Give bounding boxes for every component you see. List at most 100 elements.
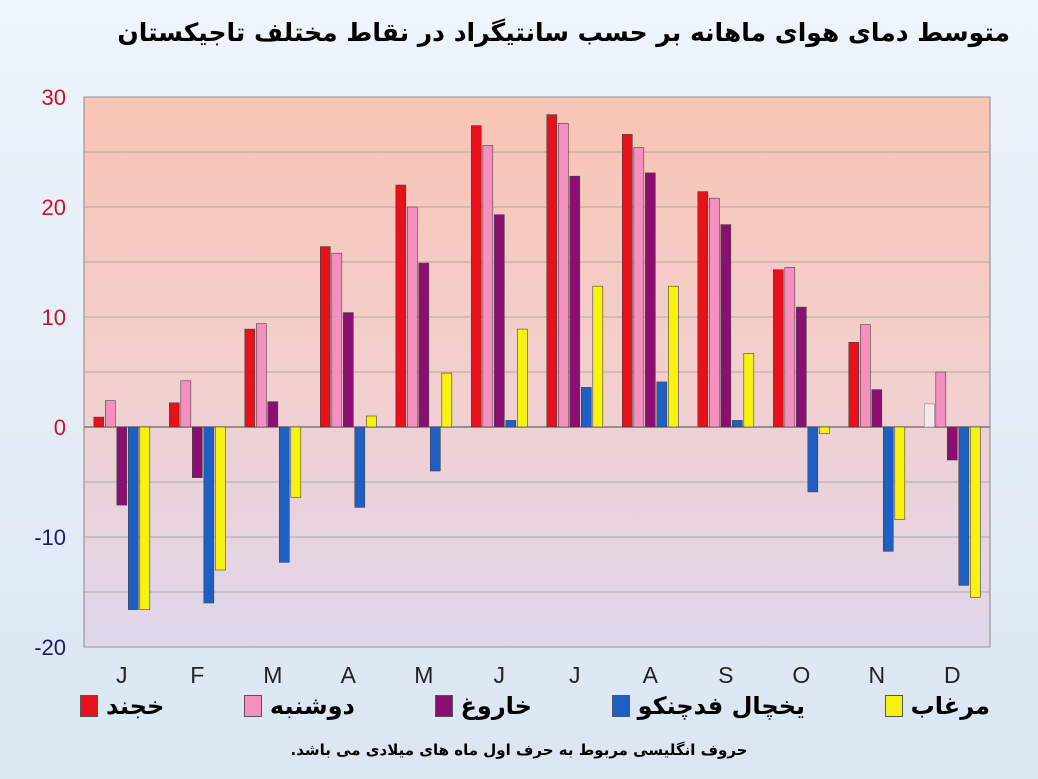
x-tick-label: O (792, 662, 810, 688)
bar (958, 426, 970, 586)
bars (93, 114, 981, 610)
y-tick-label: 0 (54, 415, 66, 440)
bar (592, 285, 604, 428)
bar (894, 426, 906, 520)
bar (772, 269, 784, 428)
legend-label: خجند (106, 692, 165, 720)
bar (656, 381, 668, 428)
bar-chart: 30 20 10 0 -10 -20 J F M A M J J A S O N D (34, 85, 991, 688)
bar (697, 191, 709, 428)
bar (807, 426, 819, 493)
x-tick-label: J (569, 662, 581, 688)
bar (923, 403, 935, 428)
bar (395, 184, 407, 428)
legend-label: یخچال فدچنکو (637, 692, 806, 720)
y-axis-ticks: 30 20 10 0 -10 -20 (34, 85, 66, 660)
x-tick-label: M (414, 662, 433, 688)
bar (946, 426, 958, 461)
legend-label: مرغاب (910, 692, 990, 720)
legend-item: مرغاب (884, 692, 990, 720)
bar (720, 224, 732, 428)
bar (354, 426, 366, 508)
bar (935, 371, 947, 428)
bar (731, 420, 743, 428)
y-tick-label: 30 (42, 85, 66, 110)
x-tick-label: S (718, 662, 733, 688)
x-tick-label: A (643, 662, 659, 688)
bar (278, 426, 290, 563)
x-tick-label: A (341, 662, 357, 688)
bar (429, 426, 441, 472)
x-tick-label: M (263, 662, 282, 688)
bar (319, 246, 331, 428)
bar (93, 416, 105, 428)
bar (192, 426, 203, 478)
legend-item: خاروغ (434, 692, 532, 720)
bar (267, 401, 279, 428)
bar (882, 426, 894, 552)
bar (406, 206, 418, 428)
bar (505, 420, 517, 428)
x-tick-label: D (944, 662, 961, 688)
legend-item: یخچال فدچنکو (611, 692, 806, 720)
x-tick-label: F (190, 662, 204, 688)
bar (644, 172, 656, 428)
legend-label: دوشنبه (269, 692, 355, 720)
legend-swatch (884, 695, 903, 717)
legend-swatch (611, 695, 630, 717)
legend-swatch (434, 695, 453, 717)
bar (470, 125, 482, 428)
bar (105, 400, 116, 428)
bar (331, 252, 343, 428)
legend-label: خاروغ (460, 692, 532, 720)
bar (795, 306, 807, 428)
bar (871, 389, 883, 428)
bar (784, 267, 796, 428)
bar (708, 197, 720, 428)
bar (859, 324, 871, 428)
bar (580, 387, 592, 428)
bar (969, 426, 981, 598)
y-tick-label: 20 (42, 195, 66, 220)
legend-item: خجند (80, 692, 164, 720)
x-tick-label: N (868, 662, 885, 688)
bar (516, 328, 528, 428)
bar (203, 426, 215, 604)
bar (244, 328, 256, 428)
chart-title: متوسط دمای هوای ماهانه بر حسب سانتیگراد … (117, 18, 1010, 47)
grid-lines (84, 96, 990, 648)
bar (418, 262, 430, 428)
bar (441, 372, 453, 428)
x-tick-label: J (116, 662, 128, 688)
bar (169, 402, 180, 428)
bar (743, 352, 755, 428)
bar (116, 426, 128, 506)
legend-swatch (243, 695, 262, 717)
bar (546, 114, 558, 428)
bar (633, 147, 645, 428)
bar (180, 380, 192, 428)
legend: خجند دوشنبه خاروغ یخچال فدچنکو مرغاب (80, 692, 990, 720)
bar (569, 175, 581, 428)
bar (342, 312, 354, 428)
legend-item: دوشنبه (243, 692, 355, 720)
bar (621, 134, 633, 428)
bar (255, 323, 267, 428)
legend-swatch (80, 695, 98, 717)
bar (493, 214, 505, 428)
x-tick-label: J (494, 662, 506, 688)
bar (667, 285, 679, 428)
bar (365, 415, 377, 428)
bar (818, 426, 830, 434)
bar (482, 145, 494, 428)
y-tick-label: 10 (42, 305, 66, 330)
bar (848, 341, 860, 428)
bar (215, 426, 226, 571)
footnote: حروف انگلیسی مربوط به حرف اول ماه های می… (290, 741, 748, 759)
bar (290, 426, 302, 498)
y-tick-label: -10 (34, 525, 66, 550)
bar (139, 426, 151, 610)
bar (557, 123, 569, 428)
bar (128, 426, 139, 610)
